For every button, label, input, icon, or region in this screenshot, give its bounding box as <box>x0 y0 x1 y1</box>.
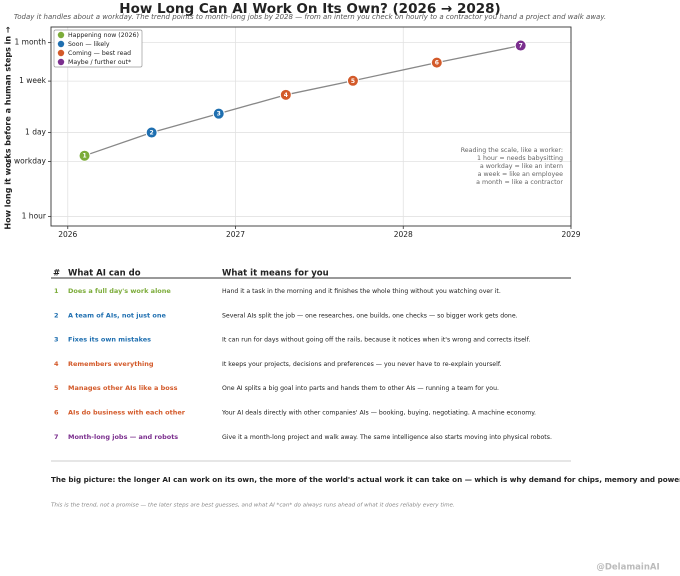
row-text: Several AIs split the job — one research… <box>222 312 518 319</box>
annotation: 1 hour = needs babysitting <box>477 155 563 162</box>
row-title: Manages other AIs like a boss <box>68 384 178 392</box>
table-header: What it means for you <box>222 269 329 279</box>
point <box>145 126 158 139</box>
row-number: 1 <box>54 287 59 295</box>
point <box>430 56 443 69</box>
trend-segment <box>285 80 354 96</box>
row-number: 7 <box>54 433 59 441</box>
row-number: 2 <box>54 311 59 319</box>
point-label: 7 <box>519 43 523 50</box>
watermark: @DelamainAI <box>596 563 659 573</box>
legend-marker <box>57 49 65 57</box>
y-axis-label: How long it works before a human steps i… <box>4 26 13 229</box>
y-tick-label: 1 day <box>25 128 47 137</box>
plot: 1 hour a workday 1 day 1 week 1 month 2026 202… <box>7 26 581 239</box>
y-tick-label: 1 hour <box>22 212 47 221</box>
chart-subtitle: Today it handles about a workday. The tr… <box>14 13 606 21</box>
chart-title: How Long Can AI Work On Its Own? (2026 →… <box>119 1 500 17</box>
legend-marker <box>57 58 65 66</box>
legend-marker <box>57 31 65 39</box>
footnote: This is the trend, not a promise — the l… <box>51 503 455 509</box>
point-label: 1 <box>82 153 86 160</box>
row-title: Remembers everything <box>68 360 154 368</box>
row-number: 6 <box>54 409 59 417</box>
x-tick-label: 2028 <box>394 230 413 239</box>
x-tick-label: 2027 <box>226 230 245 239</box>
row-title: Fixes its own mistakes <box>68 336 151 344</box>
row-text: One AI splits a big goal into parts and … <box>222 385 499 392</box>
trend-segment <box>151 113 219 134</box>
plot-frame <box>50 26 572 227</box>
table: # What AI can do What it means for you 1 Doe… <box>51 269 571 441</box>
row-text: It keeps your projects, decisions and pr… <box>222 361 502 368</box>
trend-segment <box>84 131 152 157</box>
legend-marker <box>57 40 65 48</box>
row-number: 4 <box>54 360 59 368</box>
row-title: Does a full day's work alone <box>68 287 171 295</box>
row-number: 3 <box>54 336 59 344</box>
point <box>212 107 225 120</box>
annotation: Reading the scale, like a worker: <box>461 147 563 154</box>
point <box>279 88 292 101</box>
legend-label: Maybe / further out* <box>68 59 131 66</box>
legend-label: Happening now (2026) <box>68 32 139 39</box>
table-header: What AI can do <box>68 269 141 279</box>
x-tick-label: 2026 <box>58 230 77 239</box>
legend-box <box>53 29 143 68</box>
annotation: a month = like a contractor <box>476 179 563 186</box>
annotation: a workday = like an intern <box>480 163 563 170</box>
y-tick-label: a workday <box>7 157 46 166</box>
point-label: 6 <box>435 60 439 67</box>
trend-segment <box>436 44 521 64</box>
row-title: Month-long jobs — and robots <box>68 433 178 441</box>
row-title: A team of AIs, not just one <box>68 311 166 319</box>
point-label: 2 <box>150 130 154 137</box>
point <box>78 149 91 162</box>
point-label: 5 <box>351 78 355 85</box>
row-text: Your AI deals directly with other compan… <box>221 410 536 417</box>
y-tick-label: 1 week <box>19 76 47 85</box>
row-title: AIs do business with each other <box>68 409 186 417</box>
big-picture: The big picture: the longer AI can work … <box>51 475 680 484</box>
table-header: # <box>53 269 60 279</box>
row-number: 5 <box>54 384 59 392</box>
x-tick-label: 2029 <box>561 230 580 239</box>
point <box>346 74 359 87</box>
annotation: a week = like an employee <box>478 171 564 178</box>
row-text: Hand it a task in the morning and it fin… <box>222 288 501 295</box>
legend-label: Soon — likely <box>68 41 110 48</box>
trend-segment <box>352 61 437 82</box>
point <box>514 39 527 52</box>
trend-segment <box>218 94 287 115</box>
row-text: It can run for days without going off th… <box>222 337 530 344</box>
point-label: 3 <box>217 111 221 118</box>
point-label: 4 <box>284 92 288 99</box>
legend-label: Coming — best read <box>68 50 131 57</box>
y-tick-label: 1 month <box>15 38 47 47</box>
row-text: Give it a month-long project and walk aw… <box>222 434 552 441</box>
